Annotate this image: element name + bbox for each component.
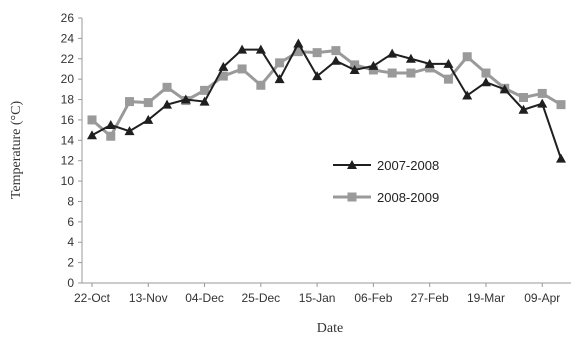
x-tick-label: 27-Feb xyxy=(411,291,449,305)
x-tick-label: 09-Apr xyxy=(524,291,560,305)
data-point xyxy=(143,114,154,124)
data-point xyxy=(443,58,454,68)
data-point xyxy=(556,153,566,163)
x-tick-label: 04-Dec xyxy=(185,291,224,305)
data-point xyxy=(275,58,285,68)
legend-item: 2008-2009 xyxy=(333,190,439,205)
data-point xyxy=(237,44,248,54)
y-tick-label: 12 xyxy=(61,154,75,168)
data-point xyxy=(481,68,491,78)
data-point xyxy=(162,99,173,109)
x-tick-label: 15-Jan xyxy=(299,291,336,305)
data-point xyxy=(331,46,341,56)
y-tick-label: 18 xyxy=(61,93,75,107)
data-point xyxy=(518,93,528,102)
data-point xyxy=(162,82,172,92)
data-point xyxy=(462,52,472,62)
y-tick-label: 2 xyxy=(67,256,74,270)
data-point xyxy=(462,90,473,100)
data-point xyxy=(312,71,323,81)
series-line xyxy=(91,49,562,139)
legend-item: 2007-2008 xyxy=(333,158,439,173)
x-tick-label: 13-Nov xyxy=(129,291,168,305)
data-point xyxy=(255,44,266,54)
data-point xyxy=(480,77,491,87)
y-tick-label: 20 xyxy=(61,72,75,86)
data-point xyxy=(312,48,322,58)
x-tick-label: 22-Oct xyxy=(74,291,111,305)
legend-marker xyxy=(347,160,357,169)
data-point xyxy=(105,120,116,130)
data-point xyxy=(425,63,435,73)
legend-marker xyxy=(347,192,357,202)
data-point xyxy=(368,65,378,75)
y-tick-label: 4 xyxy=(67,235,74,249)
data-point xyxy=(443,74,453,84)
x-tick-label: 06-Feb xyxy=(354,291,392,305)
data-point xyxy=(87,130,97,140)
x-tick-label: 19-Mar xyxy=(467,291,505,305)
y-tick-label: 0 xyxy=(67,276,74,290)
data-point xyxy=(237,64,247,74)
series-layer xyxy=(87,38,566,163)
data-point xyxy=(350,60,360,70)
data-point xyxy=(218,61,229,71)
y-axis-title: Temperature (°C) xyxy=(9,101,24,200)
data-point xyxy=(124,126,135,136)
y-tick-label: 16 xyxy=(61,113,75,127)
data-point xyxy=(256,80,266,90)
data-point xyxy=(424,58,435,68)
y-tick-label: 24 xyxy=(61,31,75,45)
legend-label: 2007-2008 xyxy=(377,158,439,173)
legend-label: 2008-2009 xyxy=(377,190,439,205)
data-point xyxy=(387,48,398,58)
data-point xyxy=(200,85,210,95)
data-point xyxy=(537,98,548,108)
data-point xyxy=(125,97,135,107)
data-point xyxy=(218,71,228,81)
y-tick-label: 22 xyxy=(61,52,75,66)
data-point xyxy=(274,74,285,84)
data-point xyxy=(556,100,566,110)
y-tick-label: 10 xyxy=(61,174,75,188)
y-tick-label: 6 xyxy=(67,215,74,229)
x-axis: 22-Oct 13-Nov 04-Dec 25-Dec 15-Jan 06-Feb 27-F… xyxy=(74,282,571,305)
data-point xyxy=(87,115,97,125)
data-point xyxy=(518,104,529,114)
data-point xyxy=(405,53,416,63)
series-2007-2008 xyxy=(87,38,566,163)
data-point xyxy=(499,84,510,94)
legend: 2007-2008 2008-2009 xyxy=(333,158,439,205)
y-tick-label: 14 xyxy=(61,133,75,147)
data-point xyxy=(537,88,547,98)
data-point xyxy=(199,96,210,106)
x-tick-label: 25-Dec xyxy=(241,291,280,305)
data-point xyxy=(143,98,153,108)
data-point xyxy=(293,38,304,48)
series-line xyxy=(91,41,562,159)
data-point xyxy=(330,55,341,65)
data-point xyxy=(368,60,379,70)
y-tick-label: 26 xyxy=(61,11,75,25)
data-point xyxy=(349,64,360,74)
data-point xyxy=(293,47,303,57)
x-axis-title: Date xyxy=(317,321,343,336)
y-tick-label: 8 xyxy=(67,194,74,208)
data-point xyxy=(180,94,191,104)
series-2008-2009 xyxy=(87,46,566,141)
data-point xyxy=(406,68,416,78)
data-point xyxy=(387,68,397,78)
data-point xyxy=(106,131,116,141)
